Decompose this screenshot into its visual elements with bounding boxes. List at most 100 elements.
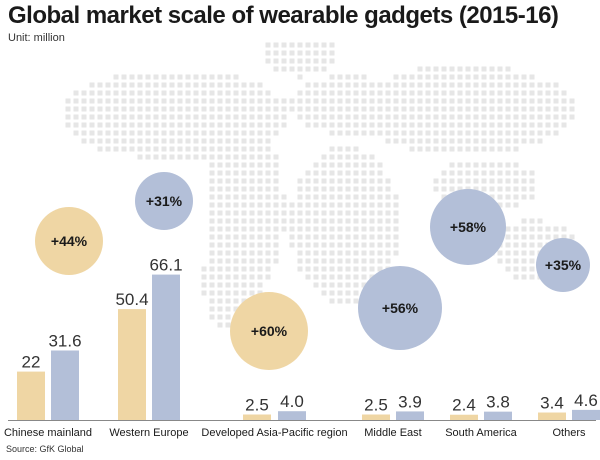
map-dot xyxy=(233,138,239,144)
map-dot xyxy=(257,274,263,280)
map-dot xyxy=(345,186,351,192)
map-dot xyxy=(177,74,183,80)
map-dot xyxy=(473,146,479,152)
map-dot xyxy=(209,282,215,288)
map-dot xyxy=(329,194,335,200)
map-dot xyxy=(369,234,375,240)
map-dot xyxy=(377,114,383,120)
map-dot xyxy=(417,66,423,72)
map-dot xyxy=(313,242,319,248)
map-dot xyxy=(465,162,471,168)
map-dot xyxy=(329,290,335,296)
map-dot xyxy=(369,178,375,184)
map-dot xyxy=(473,178,479,184)
map-dot xyxy=(153,146,159,152)
map-dot xyxy=(369,154,375,160)
map-dot xyxy=(441,170,447,176)
map-dot xyxy=(313,170,319,176)
map-dot xyxy=(217,266,223,272)
map-dot xyxy=(345,82,351,88)
map-dot xyxy=(297,74,303,80)
map-dot xyxy=(345,122,351,128)
map-dot xyxy=(433,106,439,112)
map-dot xyxy=(233,282,239,288)
map-dot xyxy=(345,282,351,288)
value-label-2015: 2.5 xyxy=(245,396,269,415)
map-dot xyxy=(513,162,519,168)
map-dot xyxy=(321,154,327,160)
map-dot xyxy=(161,154,167,160)
map-dot xyxy=(225,226,231,232)
map-dot xyxy=(241,218,247,224)
map-dot xyxy=(409,146,415,152)
map-dot xyxy=(313,178,319,184)
map-dot xyxy=(369,130,375,136)
map-dot xyxy=(289,106,295,112)
map-dot xyxy=(321,274,327,280)
map-dot xyxy=(433,98,439,104)
map-dot xyxy=(353,82,359,88)
map-dot xyxy=(321,202,327,208)
growth-bubble xyxy=(358,266,442,350)
map-dot xyxy=(209,74,215,80)
map-dot xyxy=(513,130,519,136)
map-dot xyxy=(329,58,335,64)
map-dot xyxy=(329,274,335,280)
map-dot xyxy=(121,106,127,112)
map-dot xyxy=(329,90,335,96)
map-dot xyxy=(553,114,559,120)
map-dot xyxy=(481,130,487,136)
map-dot xyxy=(537,130,543,136)
bar-2016 xyxy=(484,411,512,420)
map-dot xyxy=(209,90,215,96)
map-dot xyxy=(273,130,279,136)
map-dot xyxy=(337,274,343,280)
map-dot xyxy=(313,114,319,120)
map-dot xyxy=(225,138,231,144)
map-dot xyxy=(273,194,279,200)
map-dot xyxy=(153,82,159,88)
map-dot xyxy=(169,106,175,112)
map-dot xyxy=(337,218,343,224)
map-dot xyxy=(313,234,319,240)
map-dot xyxy=(473,82,479,88)
map-dot xyxy=(521,218,527,224)
map-dot xyxy=(233,242,239,248)
map-dot xyxy=(297,250,303,256)
map-dot xyxy=(225,178,231,184)
map-dot xyxy=(513,74,519,80)
map-dot xyxy=(249,146,255,152)
map-dot xyxy=(529,130,535,136)
map-dot xyxy=(97,106,103,112)
map-dot xyxy=(393,234,399,240)
growth-label: +58% xyxy=(450,219,487,235)
map-dot xyxy=(177,82,183,88)
map-dot xyxy=(217,234,223,240)
map-dot xyxy=(321,218,327,224)
growth-bubble xyxy=(35,207,103,275)
map-dot xyxy=(241,178,247,184)
map-dot xyxy=(417,138,423,144)
map-dot xyxy=(337,226,343,232)
map-dot xyxy=(73,122,79,128)
map-dot xyxy=(257,258,263,264)
map-dot xyxy=(329,282,335,288)
map-dot xyxy=(489,178,495,184)
map-dot xyxy=(385,202,391,208)
map-dot xyxy=(337,90,343,96)
map-dot xyxy=(425,82,431,88)
map-dot xyxy=(289,234,295,240)
map-dot xyxy=(249,162,255,168)
value-label-2016: 3.8 xyxy=(486,393,510,412)
map-dot xyxy=(513,170,519,176)
map-dot xyxy=(169,146,175,152)
map-dot xyxy=(193,122,199,128)
map-dot xyxy=(361,98,367,104)
map-dot xyxy=(393,122,399,128)
map-dot xyxy=(337,122,343,128)
map-dot xyxy=(449,130,455,136)
map-dot xyxy=(273,58,279,64)
map-dot xyxy=(545,106,551,112)
map-dot xyxy=(353,154,359,160)
map-dot xyxy=(305,266,311,272)
